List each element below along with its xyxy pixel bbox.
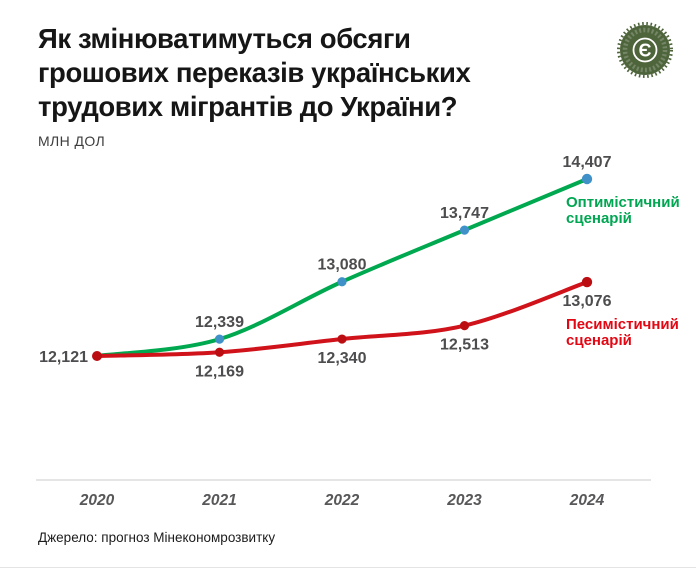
pessimistic-point-marker [581, 276, 593, 288]
x-axis-label: 2021 [201, 492, 236, 509]
x-axis-label: 2023 [446, 492, 482, 509]
value-label: 13,747 [440, 205, 489, 222]
value-label: 12,339 [195, 314, 244, 331]
pessimistic-point-marker [214, 347, 225, 357]
logo-scalloped-edge [617, 22, 673, 78]
page-title: Як змінюватимуться обсяги грошових перек… [38, 22, 613, 124]
title-line-2: грошових переказів українських [38, 57, 471, 88]
value-label: 12,340 [318, 350, 367, 367]
optimistic-point-marker [459, 225, 470, 235]
logo-letter: Є [639, 41, 652, 61]
unit-label: МЛН ДОЛ [38, 133, 106, 149]
optimistic-point-marker [337, 277, 347, 287]
pessimistic-point-marker [337, 334, 347, 344]
title-line-3: трудових мігрантів до України? [38, 91, 458, 122]
brand-seal-logo: Є [617, 22, 673, 78]
legend-pessimistic: Песимістичний сценарій [566, 316, 679, 349]
start-point-marker [92, 351, 102, 361]
logo-center-ring [632, 37, 658, 63]
x-axis-label: 2022 [324, 492, 360, 509]
source-note: Джерело: прогноз Мінекономрозвитку [38, 530, 276, 545]
x-axis-label: 2024 [569, 492, 605, 509]
value-label: 12,121 [39, 349, 88, 366]
logo-inner-pattern [622, 27, 668, 73]
logo-disc [620, 25, 670, 75]
value-label: 14,407 [563, 154, 612, 171]
pessimistic-point-marker [459, 321, 470, 331]
x-axis-label: 2020 [79, 492, 115, 509]
pessimistic-line [95, 280, 589, 358]
value-label: 13,076 [563, 293, 612, 310]
value-label: 12,513 [440, 337, 489, 354]
optimistic-point-marker [581, 173, 593, 185]
value-label: 12,169 [195, 363, 244, 380]
title-line-1: Як змінюватимуться обсяги [38, 23, 411, 54]
legend-optimistic: Оптимістичний сценарій [566, 194, 680, 227]
value-label: 13,080 [318, 257, 367, 274]
optimistic-point-marker [214, 334, 225, 344]
